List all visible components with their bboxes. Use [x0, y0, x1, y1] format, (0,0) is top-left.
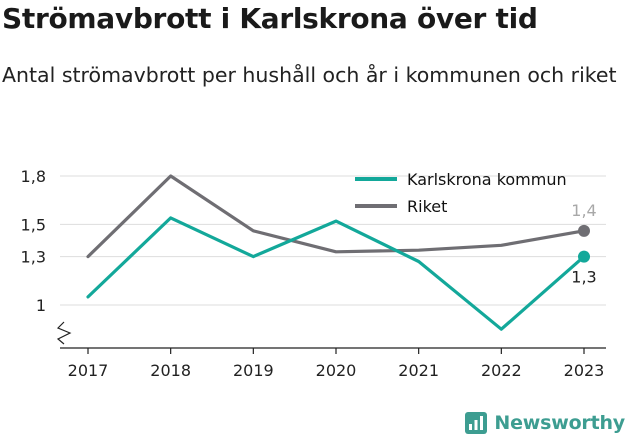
- series-end-point-riket: [578, 224, 590, 237]
- x-tick-label: 2023: [564, 361, 605, 380]
- chart-subtitle: Antal strömavbrott per hushåll och år i …: [2, 63, 617, 87]
- x-tick-label: 2019: [233, 361, 274, 380]
- x-tick-label: 2018: [150, 361, 191, 380]
- chart-title: Strömavbrott i Karlskrona över tid: [2, 2, 538, 35]
- x-tick-label: 2017: [68, 361, 109, 380]
- x-tick-label: 2021: [398, 361, 439, 380]
- series-line-karlskrona-kommun: [86, 216, 586, 331]
- end-label: 1,4: [571, 201, 596, 220]
- bar-chart-logo-icon: [465, 412, 488, 434]
- y-tick-label: 1,5: [21, 215, 46, 234]
- end-label: 1,3: [571, 268, 596, 287]
- axis-break-mark: [56, 321, 72, 345]
- series-end-point-karlskrona-kommun: [578, 250, 590, 263]
- x-tick-label: 2022: [481, 361, 522, 380]
- x-tick-label: 2020: [316, 361, 357, 380]
- series-line-riket: [86, 174, 586, 259]
- y-tick-label: 1: [36, 296, 46, 315]
- legend-label: Karlskrona kommun: [407, 170, 567, 189]
- legend-label: Riket: [407, 197, 447, 216]
- newsworthy-brand: Newsworthy: [464, 411, 625, 435]
- y-tick-label: 1,3: [21, 248, 46, 267]
- y-tick-label: 1,8: [21, 167, 46, 186]
- brand-name: Newsworthy: [494, 412, 625, 434]
